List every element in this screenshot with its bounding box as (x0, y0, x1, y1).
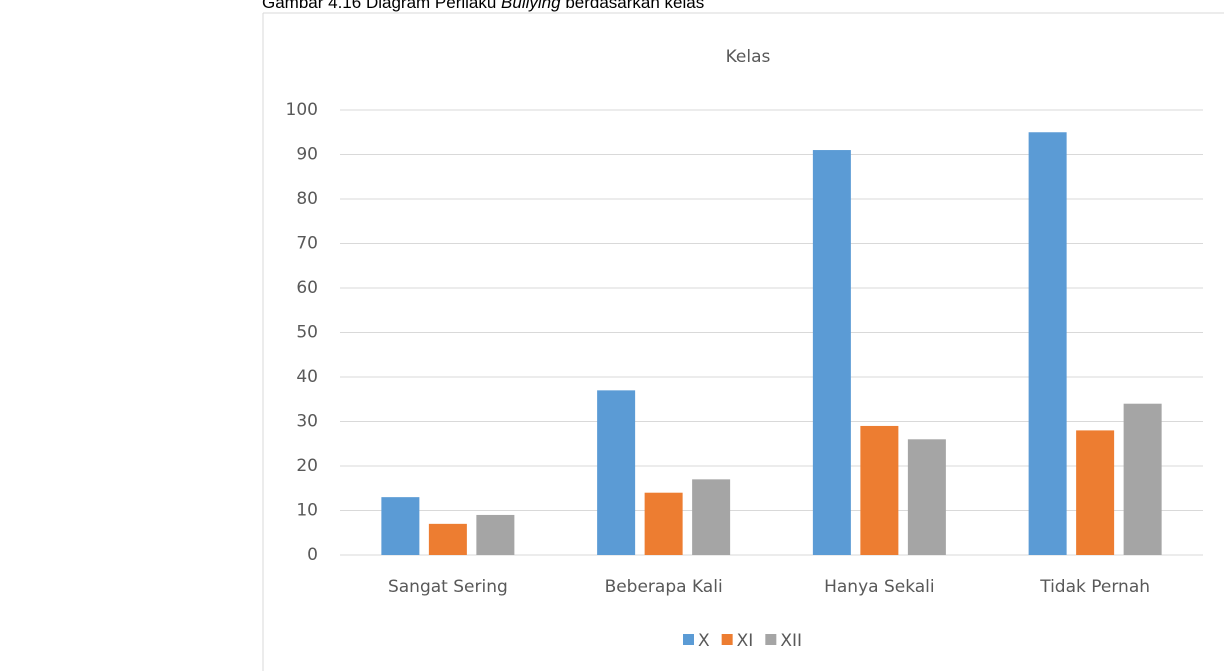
y-tick-label: 70 (296, 234, 318, 254)
x-tick-label: Sangat Sering (388, 577, 508, 597)
y-tick-label: 60 (296, 278, 318, 298)
bar (1076, 430, 1115, 555)
bar (644, 492, 683, 555)
y-tick-label: 30 (296, 412, 318, 432)
bar (597, 390, 636, 555)
caption-part: berdasarkan kelas (561, 0, 705, 12)
x-tick-label: Hanya Sekali (824, 577, 935, 597)
bar (692, 479, 731, 555)
bar (476, 514, 515, 555)
y-tick-label: 0 (307, 545, 318, 565)
bar (812, 150, 851, 556)
y-tick-label: 80 (296, 189, 318, 209)
legend-swatch (721, 634, 733, 645)
caption: Gambar 4.16 Diagram Perilaku Bullying be… (262, 0, 704, 12)
y-tick-label: 100 (286, 100, 318, 120)
legend-label: XI (737, 631, 754, 651)
bar (907, 439, 946, 555)
caption-part: Gambar 4.16 Diagram Perilaku (262, 0, 501, 12)
caption-part: Bullying (501, 0, 561, 12)
y-tick-label: 90 (296, 145, 318, 165)
legend-label: X (698, 631, 710, 651)
bar (1028, 132, 1067, 555)
x-tick-label: Tidak Pernah (1039, 577, 1150, 597)
bar (381, 497, 420, 555)
y-tick-label: 50 (296, 323, 318, 343)
legend-swatch (765, 634, 777, 645)
legend-swatch (683, 634, 694, 645)
bar (1123, 403, 1162, 555)
y-tick-label: 10 (296, 501, 318, 521)
y-tick-label: 20 (296, 456, 318, 476)
x-tick-label: Beberapa Kali (605, 577, 723, 597)
y-tick-label: 40 (296, 367, 318, 387)
bar (428, 523, 467, 555)
legend-label: XII (780, 631, 802, 651)
chart-title: Kelas (726, 47, 771, 67)
bar (860, 425, 899, 555)
